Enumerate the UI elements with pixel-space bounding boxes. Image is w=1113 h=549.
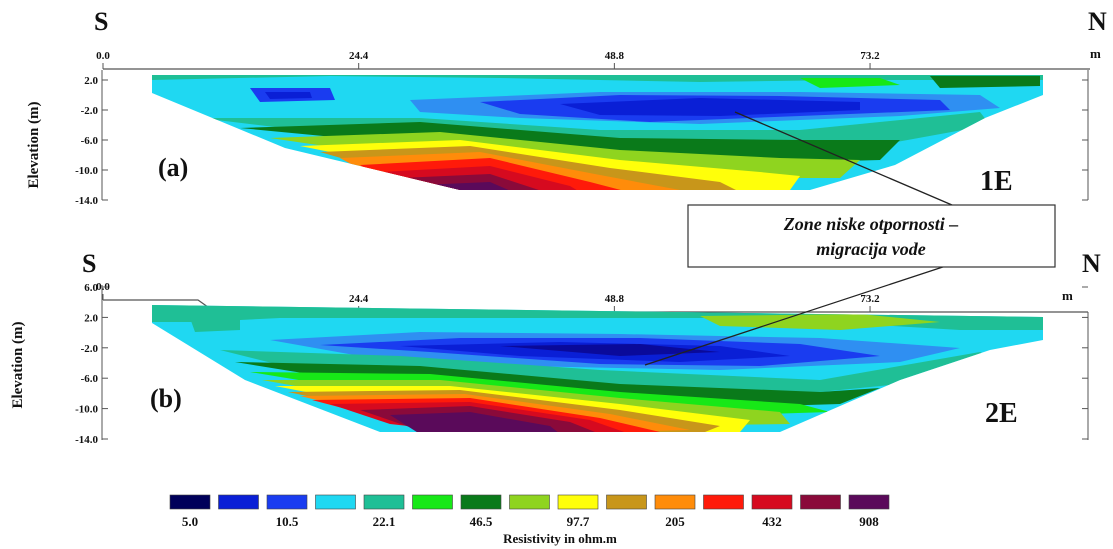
x-tick-label-a: 48.8	[605, 50, 625, 62]
legend-label: 5.0	[182, 514, 198, 529]
resistivity-section-a	[152, 75, 1043, 190]
callout-box	[687, 204, 1056, 268]
y-tick-label-b: -10.0	[75, 404, 98, 416]
legend-label: 908	[859, 514, 879, 529]
legend-swatch	[509, 494, 550, 510]
callout-line-a	[734, 111, 953, 206]
legend-title: Resistivity in ohm.m	[503, 531, 617, 546]
legend-swatch	[654, 494, 696, 510]
legend-label: 97.7	[567, 514, 590, 529]
legend-swatch	[169, 494, 211, 510]
legend-swatch	[363, 494, 405, 510]
panel-a: S N m 0.0 24.4 48.8 73.2 2.0 -2.0 -6.0 -10.0 -1…	[26, 7, 1107, 207]
legend-label: 432	[762, 514, 782, 529]
x-unit-a: m	[1090, 46, 1101, 61]
north-label-a: N	[1088, 7, 1107, 36]
y-axis-title-a: Elevation (m)	[26, 101, 42, 188]
callout-line-b	[644, 261, 959, 366]
legend-swatch	[703, 494, 744, 510]
legend-swatch	[412, 494, 453, 510]
y-tick-label-b: 6.0	[84, 282, 98, 294]
x-tick-label-b: 73.2	[860, 293, 880, 305]
panel-label-b: (b)	[150, 384, 182, 413]
legend-swatch	[606, 494, 647, 510]
legend-swatch	[800, 494, 841, 510]
south-label-a: S	[94, 7, 108, 36]
x-tick-label-a: 0.0	[96, 50, 110, 62]
y-tick-label-b: -14.0	[75, 434, 98, 446]
y-tick-label-a: -14.0	[75, 195, 98, 207]
legend-swatch	[218, 494, 259, 510]
y-tick-label-a: -10.0	[75, 165, 98, 177]
y-tick-label-b: -6.0	[81, 373, 99, 385]
x-tick-label-b: 48.8	[605, 293, 625, 305]
north-label-b: N	[1082, 249, 1101, 278]
legend-label: 205	[665, 514, 685, 529]
legend-label: 10.5	[276, 514, 299, 529]
legend-swatch	[848, 494, 890, 510]
legend-swatch	[557, 494, 599, 510]
y-tick-label-a: 2.0	[84, 75, 98, 87]
callout-text-line2: migracija vode	[816, 239, 925, 259]
south-label-b: S	[82, 249, 96, 278]
legend-swatch	[460, 494, 502, 510]
legend-label: 46.5	[470, 514, 493, 529]
panel-b: S N m 0.024.4 48.8 73.2 6.02.0-2.0-6.0-10.…	[10, 249, 1101, 446]
x-tick-label-b: 24.4	[349, 293, 369, 305]
y-axis-title-b: Elevation (m)	[10, 321, 26, 408]
legend-label: 22.1	[373, 514, 396, 529]
x-tick-label-a: 24.4	[349, 50, 369, 62]
y-tick-label-a: -2.0	[81, 105, 99, 117]
profile-label-2e: 2E	[985, 398, 1018, 429]
legend-swatch	[751, 494, 793, 510]
color-legend: 5.0 10.5 22.1 46.5 97.7 205 432 908 Resistivity…	[169, 494, 890, 546]
y-tick-label-a: -6.0	[81, 135, 99, 147]
x-tick-label-a: 73.2	[860, 50, 880, 62]
resistivity-section-b	[152, 305, 1043, 432]
legend-swatch	[315, 494, 356, 510]
y-tick-label-b: -2.0	[81, 343, 99, 355]
profile-label-1e: 1E	[980, 166, 1013, 197]
callout-text-line1: Zone niske otpornosti –	[783, 214, 959, 234]
legend-swatch	[266, 494, 308, 510]
annotation-callout: Zone niske otpornosti – migracija vode	[644, 111, 1056, 366]
panel-label-a: (a)	[158, 153, 188, 182]
y-tick-label-b: 2.0	[84, 312, 98, 324]
x-unit-b: m	[1062, 288, 1073, 303]
